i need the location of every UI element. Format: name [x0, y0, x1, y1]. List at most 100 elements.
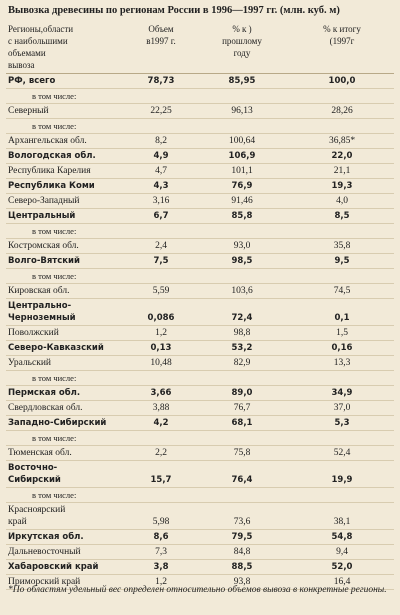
cell-line: Объем: [148, 24, 174, 34]
value-cell: 8,6: [128, 529, 194, 545]
table-row: Волго-Вятский 7,5 98,5 9,5: [6, 253, 394, 269]
region-name: Республика Карелия: [6, 163, 128, 179]
table-row: Красноярский край 5,98 73,6 38,1: [6, 502, 394, 530]
table-body: РФ, всего 78,73 85,95 100,0 в том числе: Севе…: [6, 73, 394, 590]
header-cell: % к итогу (1997г: [290, 22, 394, 74]
value-cell: 35,8: [290, 238, 394, 254]
value-cell: 15,7: [128, 460, 194, 488]
table-row: Иркутская обл. 8,6 79,5 54,8: [6, 529, 394, 545]
table-row: Республика Карелия 4,7 101,1 21,1: [6, 163, 394, 179]
table-row: Республика Коми 4,3 76,9 19,3: [6, 178, 394, 194]
value-cell: 34,9: [290, 385, 394, 401]
value-cell: 3,16: [128, 193, 194, 209]
cell-line: Черноземный: [8, 313, 76, 323]
value-cell: 98,5: [194, 253, 290, 269]
table-row: Северный 22,25 96,13 28,26: [6, 103, 394, 119]
region-name: Хабаровский край: [6, 559, 128, 575]
value-cell: 3,66: [128, 385, 194, 401]
value-cell: 19,3: [290, 178, 394, 194]
value-cell: 100,64: [194, 133, 290, 149]
region-name: Дальневосточный: [6, 544, 128, 560]
cell-line: вывоза: [8, 60, 35, 70]
region-name: Уральский: [6, 355, 128, 371]
value-cell: 73,6: [194, 502, 290, 530]
cell-line: (1997г: [329, 36, 355, 46]
value-cell: 10,48: [128, 355, 194, 371]
header-row: Регионы,области с наибольшими объемами выво…: [6, 22, 394, 74]
value-cell: 74,5: [290, 283, 394, 299]
region-name: Пермская обл.: [6, 385, 128, 401]
value-cell: 37,0: [290, 400, 394, 416]
table-row: Тюменская обл. 2,2 75,8 52,4: [6, 445, 394, 461]
subheading-row: в том числе:: [6, 487, 394, 503]
subheading-row: в том числе:: [6, 118, 394, 134]
value-cell: 88,5: [194, 559, 290, 575]
region-name: Поволжский: [6, 325, 128, 341]
value-cell: 22,25: [128, 103, 194, 119]
region-name: Западно-Сибирский: [6, 415, 128, 431]
value-cell: 28,26: [290, 103, 394, 119]
region-name: Кировская обл.: [6, 283, 128, 299]
region-name: Приморский край: [6, 574, 128, 590]
region-name: Иркутская обл.: [6, 529, 128, 545]
table-row: Приморский край 1,2 93,8 16,4: [6, 574, 394, 590]
cell-line: в1997 г.: [146, 36, 176, 46]
value-cell: 0,13: [128, 340, 194, 356]
value-cell: 1,2: [128, 574, 194, 590]
cell-line: с наибольшими: [8, 36, 68, 46]
value-cell: 5,59: [128, 283, 194, 299]
title: Вывозка древесины по регионам России в 1…: [8, 5, 340, 16]
subheading: в том числе:: [6, 118, 394, 134]
value-cell: 4,7: [128, 163, 194, 179]
subheading-row: в том числе:: [6, 88, 394, 104]
value-cell: 22,0: [290, 148, 394, 164]
cell-line: прошлому: [222, 36, 262, 46]
table-row: Уральский 10,48 82,9 13,3: [6, 355, 394, 371]
cell-line: Красноярский: [8, 505, 66, 515]
subheading-row: в том числе:: [6, 430, 394, 446]
table-row: Северо-Западный 3,16 91,46 4,0: [6, 193, 394, 209]
value-cell: 7,3: [128, 544, 194, 560]
table: Регионы,области с наибольшими объемами выво…: [6, 22, 394, 590]
region-name: Республика Коми: [6, 178, 128, 194]
subheading: в том числе:: [6, 88, 394, 104]
value-cell: 9,4: [290, 544, 394, 560]
value-cell: 103,6: [194, 283, 290, 299]
subheading: в том числе:: [6, 223, 394, 239]
region-name: Свердловская обл.: [6, 400, 128, 416]
value-cell: 93,0: [194, 238, 290, 254]
table-header: Регионы,области с наибольшими объемами выво…: [6, 22, 394, 74]
value-cell: 4,9: [128, 148, 194, 164]
value-cell: 75,8: [194, 445, 290, 461]
cell-line: Сибирский: [8, 475, 61, 485]
value-cell: 101,1: [194, 163, 290, 179]
header-cell: % к ) прошлому году: [194, 22, 290, 74]
cell-line: Центрально-: [8, 301, 72, 311]
value-cell: 13,3: [290, 355, 394, 371]
region-name: Центрально- Черноземный: [6, 298, 128, 326]
subheading-row: в том числе:: [6, 268, 394, 284]
value-cell: 76,7: [194, 400, 290, 416]
header-cell: Регионы,области с наибольшими объемами выво…: [6, 22, 128, 74]
table-row: Северо-Кавказский 0,13 53,2 0,16: [6, 340, 394, 356]
table-row: Дальневосточный 7,3 84,8 9,4: [6, 544, 394, 560]
value-cell: 85,8: [194, 208, 290, 224]
value-cell: 5,98: [128, 502, 194, 530]
value-cell: 21,1: [290, 163, 394, 179]
table-row: Пермская обл. 3,66 89,0 34,9: [6, 385, 394, 401]
cell-line: край: [8, 517, 27, 527]
value-cell: 53,2: [194, 340, 290, 356]
cell-line: Восточно-: [8, 463, 58, 473]
cell-line: Регионы,области: [8, 24, 74, 34]
value-cell: 84,8: [194, 544, 290, 560]
value-cell: 16,4: [290, 574, 394, 590]
value-cell: 2,4: [128, 238, 194, 254]
region-name: Северный: [6, 103, 128, 119]
value-cell: 0,1: [290, 298, 394, 326]
table-row: Хабаровский край 3,8 88,5 52,0: [6, 559, 394, 575]
value-cell: 5,3: [290, 415, 394, 431]
value-cell: 68,1: [194, 415, 290, 431]
value-cell: 76,9: [194, 178, 290, 194]
value-cell: 100,0: [290, 73, 394, 89]
